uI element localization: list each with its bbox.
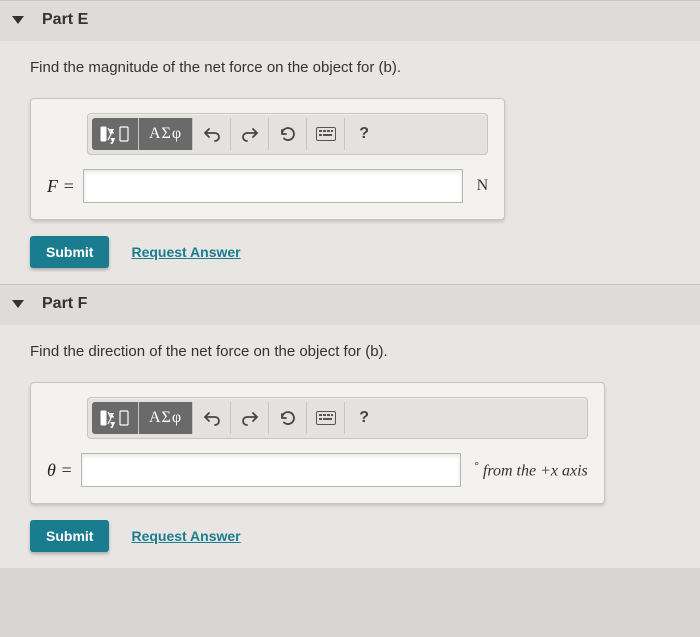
svg-text:y: y: [111, 136, 115, 144]
part-e: Part E Find the magnitude of the net for…: [0, 0, 700, 284]
greek-button[interactable]: ΑΣφ: [139, 402, 193, 434]
unit-f: ° from the +x axis: [475, 460, 588, 480]
unit-text: from the +x axis: [479, 462, 588, 479]
part-e-header[interactable]: Part E: [0, 1, 700, 41]
caret-down-icon: [12, 300, 24, 308]
toolbar-f: x y ΑΣφ ?: [87, 397, 588, 439]
redo-button[interactable]: [231, 118, 269, 150]
part-e-body: Find the magnitude of the net force on t…: [0, 41, 700, 284]
redo-icon: [241, 410, 259, 426]
greek-button[interactable]: ΑΣφ: [139, 118, 193, 150]
templates-icon: x y: [100, 408, 130, 428]
input-row-e: F = N: [47, 169, 488, 203]
unit-e: N: [477, 177, 489, 195]
toolbar-e: x y ΑΣφ ?: [87, 113, 488, 155]
part-f: Part F Find the direction of the net for…: [0, 284, 700, 568]
reset-button[interactable]: [269, 118, 307, 150]
help-button[interactable]: ?: [345, 402, 383, 434]
svg-text:y: y: [111, 420, 115, 428]
keyboard-icon: [316, 411, 336, 425]
part-f-header[interactable]: Part F: [0, 285, 700, 325]
variable-label-e: F =: [47, 176, 75, 197]
request-answer-link-f[interactable]: Request Answer: [131, 528, 240, 544]
actions-e: Submit Request Answer: [30, 236, 680, 268]
part-f-title: Part F: [42, 295, 87, 313]
answer-input-f[interactable]: [81, 453, 461, 487]
templates-button[interactable]: x y: [92, 402, 139, 434]
help-button[interactable]: ?: [345, 118, 383, 150]
redo-icon: [241, 126, 259, 142]
answer-box-f: x y ΑΣφ ?: [30, 382, 605, 504]
part-e-title: Part E: [42, 11, 88, 29]
undo-button[interactable]: [193, 402, 231, 434]
keyboard-button[interactable]: [307, 402, 345, 434]
part-e-prompt: Find the magnitude of the net force on t…: [30, 59, 680, 76]
submit-button-e[interactable]: Submit: [30, 236, 109, 268]
request-answer-link-e[interactable]: Request Answer: [131, 244, 240, 260]
answer-box-e: x y ΑΣφ ?: [30, 98, 505, 220]
redo-button[interactable]: [231, 402, 269, 434]
input-row-f: θ = ° from the +x axis: [47, 453, 588, 487]
part-f-body: Find the direction of the net force on t…: [0, 325, 700, 568]
actions-f: Submit Request Answer: [30, 520, 680, 552]
keyboard-button[interactable]: [307, 118, 345, 150]
undo-button[interactable]: [193, 118, 231, 150]
templates-icon: x y: [100, 124, 130, 144]
keyboard-icon: [316, 127, 336, 141]
part-f-prompt: Find the direction of the net force on t…: [30, 343, 680, 360]
caret-down-icon: [12, 16, 24, 24]
undo-icon: [203, 410, 221, 426]
reset-icon: [279, 125, 297, 143]
variable-label-f: θ =: [47, 460, 73, 481]
answer-input-e[interactable]: [83, 169, 463, 203]
undo-icon: [203, 126, 221, 142]
reset-button[interactable]: [269, 402, 307, 434]
templates-button[interactable]: x y: [92, 118, 139, 150]
reset-icon: [279, 409, 297, 427]
submit-button-f[interactable]: Submit: [30, 520, 109, 552]
